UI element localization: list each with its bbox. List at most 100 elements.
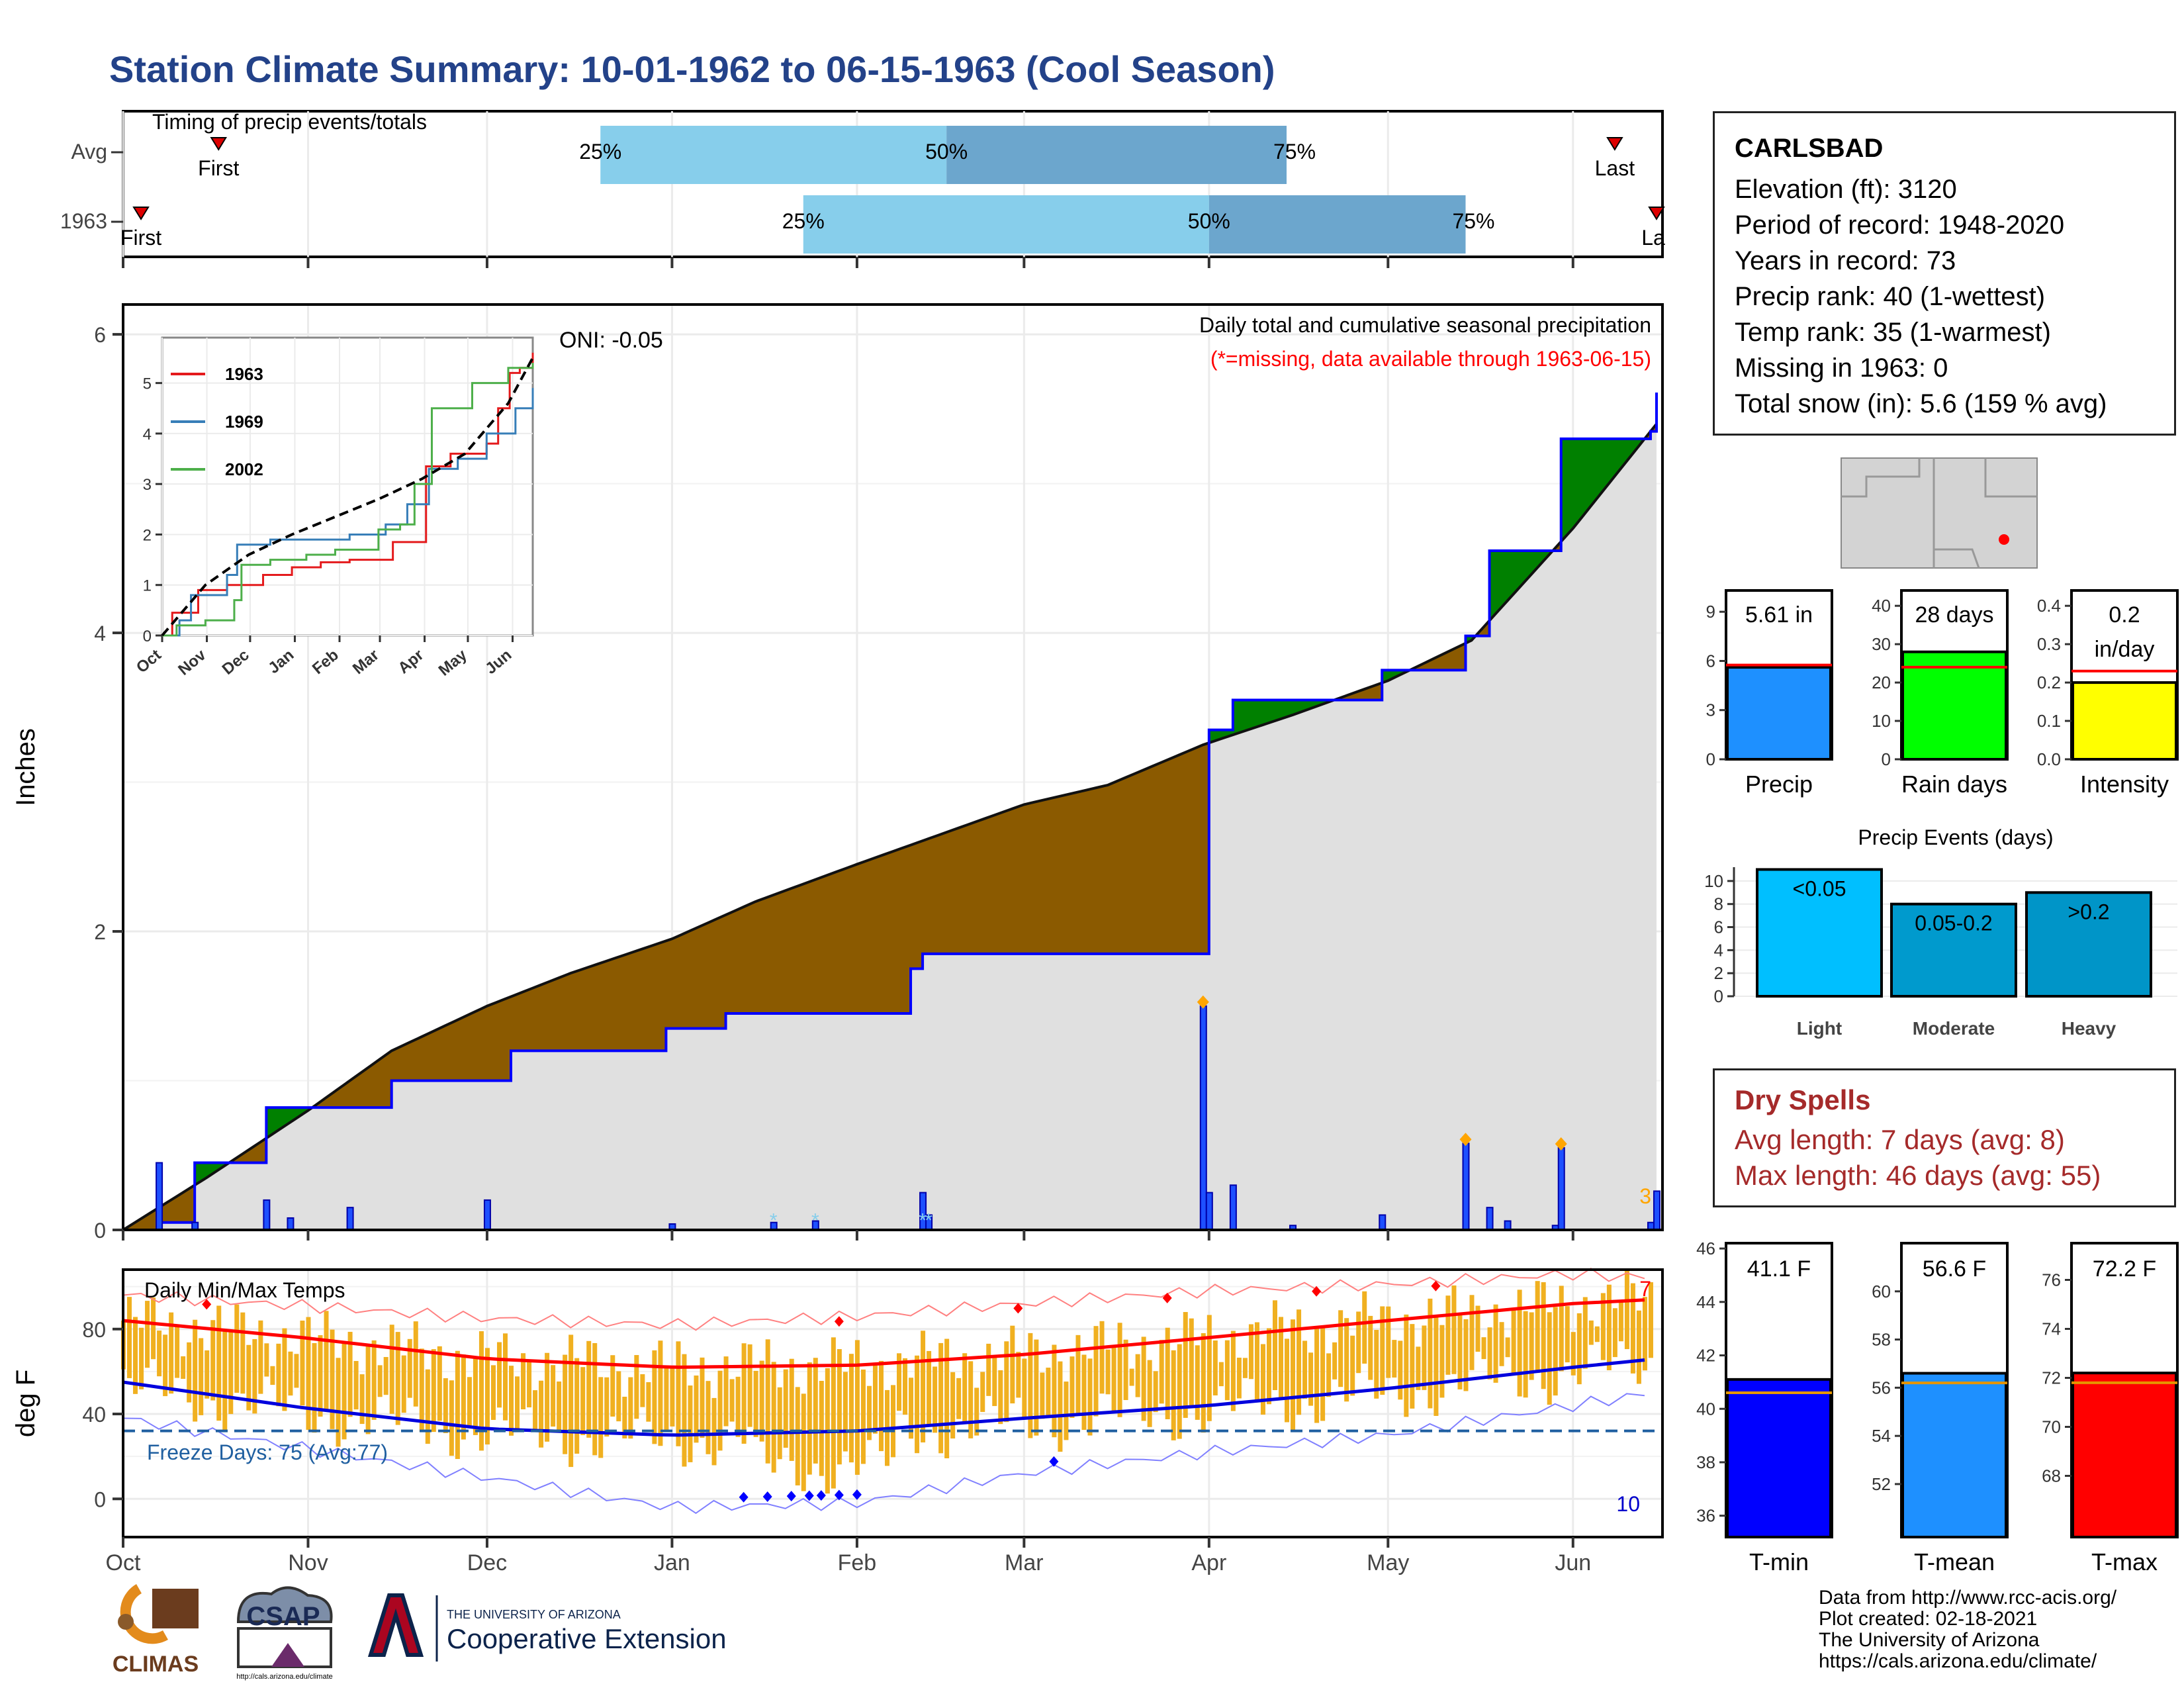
daily-temp-bar [1576, 1313, 1582, 1385]
daily-temp-bar [628, 1377, 633, 1439]
daily-temp-bar [1517, 1289, 1522, 1397]
daily-temp-bar [1141, 1336, 1146, 1421]
timing-panel-label: Timing of precip events/totals [152, 110, 427, 134]
daily-temp-bar [300, 1320, 305, 1406]
daily-temp-bar [1541, 1282, 1546, 1389]
daily-temp-bar [193, 1319, 198, 1422]
daily-temp-bar [1248, 1324, 1253, 1380]
daily-temp-bar [604, 1377, 610, 1437]
precip-event-value-label: 0.05-0.2 [1915, 912, 1992, 935]
summary-y-tick-label: 0 [1706, 749, 1715, 769]
inset-legend-label: 1963 [225, 364, 263, 384]
page-title: Station Climate Summary: 10-01-1962 to 0… [109, 48, 1275, 90]
temp-summary-label: T-max [2091, 1548, 2158, 1575]
daily-temp-bar [312, 1342, 317, 1433]
precip-event-bar [1756, 868, 1883, 998]
temp-y-axis-label: deg F [11, 1370, 40, 1437]
snow-marker: * [925, 1209, 933, 1231]
record-low-marker [762, 1491, 772, 1502]
daily-temp-bar [1350, 1335, 1355, 1396]
temp-chart-title: Daily Min/Max Temps [144, 1278, 345, 1302]
daily-temp-bar [878, 1360, 884, 1452]
extreme-precip-marker [1459, 1133, 1472, 1147]
daily-temp-bar [365, 1346, 371, 1434]
temp-summary-y-tick-label: 70 [2042, 1417, 2061, 1437]
logos: CLIMAS CSAP http://cals.arizona.edu/clim… [113, 1584, 727, 1681]
inset-y-tick-label: 1 [143, 577, 152, 595]
daily-temp-bar [270, 1366, 275, 1385]
daily-temp-bar [1505, 1337, 1510, 1358]
daily-temp-bar [842, 1372, 848, 1452]
precip-event-category: Light [1797, 1018, 1842, 1039]
daily-temp-bar [616, 1371, 621, 1422]
daily-temp-bar [490, 1365, 496, 1421]
summary-y-tick-label: 9 [1706, 602, 1715, 622]
station-period: Period of record: 1948-2020 [1735, 211, 2065, 240]
daily-temp-bar [848, 1354, 854, 1463]
daily-temp-bar [318, 1335, 323, 1417]
ua-name-big: Cooperative Extension [447, 1623, 727, 1654]
temp-y-tick-label: 80 [82, 1318, 106, 1342]
summary-y-tick-label: 0.4 [2037, 596, 2061, 616]
daily-temp-bar [216, 1305, 222, 1421]
daily-temp-bar [1069, 1356, 1075, 1418]
daily-temp-bar [1636, 1310, 1641, 1384]
daily-temp-bar [1428, 1298, 1433, 1409]
daily-temp-bar [563, 1354, 568, 1454]
daily-temp-bar [431, 1349, 436, 1432]
daily-temp-bar [1642, 1297, 1647, 1371]
daily-temp-bar [1135, 1354, 1140, 1397]
daily-precip-bar [1504, 1220, 1512, 1231]
snow-marker: * [919, 1209, 927, 1231]
station-elevation: Elevation (ft): 3120 [1735, 175, 1957, 204]
summary-value-bar [1901, 650, 2007, 761]
daily-temp-bar [395, 1332, 400, 1425]
daily-temp-bar [425, 1369, 430, 1444]
daily-temp-bar [163, 1335, 168, 1397]
missing-data-note: (*=missing, data available through 1963-… [1210, 347, 1651, 371]
month-tick-label: Dec [467, 1550, 507, 1575]
daily-temp-bar [210, 1320, 216, 1401]
daily-temp-bar [437, 1346, 442, 1421]
daily-temp-bar [1529, 1312, 1534, 1380]
daily-temp-bar [413, 1321, 418, 1407]
daily-temp-bar [1279, 1317, 1284, 1399]
daily-temp-bar [1206, 1315, 1212, 1421]
summary-y-tick-label: 0 [1882, 749, 1891, 769]
temp-summary-y-tick-label: 68 [2042, 1466, 2061, 1486]
daily-temp-bar [1266, 1328, 1271, 1405]
daily-temp-bar [353, 1360, 359, 1410]
daily-temp-bar [1392, 1340, 1397, 1378]
daily-temp-bar [1010, 1325, 1015, 1404]
daily-temp-bar [264, 1343, 269, 1377]
inset-series-line [162, 363, 534, 637]
precip-event-category: Moderate [1913, 1018, 1995, 1039]
daily-temp-bar [306, 1317, 311, 1430]
daily-temp-bar [1570, 1332, 1576, 1376]
daily-temp-bar [1422, 1325, 1427, 1390]
first-event-marker [132, 207, 150, 220]
station-precip-rank: Precip rank: 40 (1-wettest) [1735, 282, 2046, 311]
daily-temp-bar [1410, 1324, 1415, 1409]
daily-temp-bar [1272, 1300, 1277, 1390]
daily-temp-bar [831, 1337, 836, 1489]
daily-temp-bar [933, 1366, 938, 1433]
record-low-marker [786, 1491, 796, 1502]
timing-pct-label: 50% [925, 140, 968, 164]
daily-temp-bar [1153, 1371, 1158, 1413]
daily-temp-bar [557, 1381, 562, 1431]
month-tick-label: Apr [1191, 1550, 1226, 1575]
daily-temp-bar [854, 1340, 860, 1475]
station-name: CARLSBAD [1735, 134, 1884, 163]
credits: Data from http://www.rcc-acis.org/ Plot … [1819, 1587, 2116, 1672]
daily-temp-bar [1058, 1361, 1063, 1452]
daily-temp-bar [1362, 1291, 1367, 1364]
daily-temp-bar [1022, 1358, 1027, 1417]
daily-temp-bar [169, 1312, 174, 1394]
summary-y-tick-label: 6 [1706, 651, 1715, 671]
daily-temp-bar [449, 1380, 454, 1456]
map-border-line [1841, 458, 1921, 498]
events-y-tick-label: 6 [1714, 917, 1723, 937]
station-years: Years in record: 73 [1735, 246, 1956, 275]
daily-temp-bar [1004, 1341, 1009, 1423]
